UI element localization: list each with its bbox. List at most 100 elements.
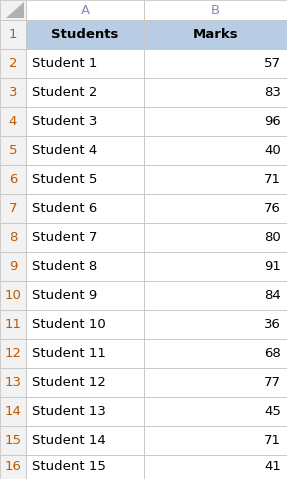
Bar	[0, 223, 26, 252]
Bar	[144, 49, 287, 78]
Text: 36: 36	[264, 318, 281, 331]
Text: 9: 9	[9, 260, 17, 273]
Bar	[144, 281, 287, 310]
Text: 96: 96	[264, 115, 281, 128]
Text: 6: 6	[9, 173, 17, 186]
Bar	[26, 78, 144, 107]
Bar	[0, 20, 26, 49]
Bar	[0, 281, 26, 310]
Text: Student 4: Student 4	[32, 144, 97, 157]
Bar	[26, 281, 144, 310]
Bar	[144, 339, 287, 368]
Bar	[26, 368, 144, 397]
Bar	[26, 49, 144, 78]
Bar	[26, 252, 144, 281]
Text: Student 15: Student 15	[32, 460, 106, 474]
Bar	[144, 426, 287, 455]
Text: Student 13: Student 13	[32, 405, 106, 418]
Polygon shape	[6, 2, 24, 18]
Text: 15: 15	[5, 434, 22, 447]
Bar	[0, 310, 26, 339]
Bar	[26, 0, 144, 20]
Bar	[0, 136, 26, 165]
Bar	[144, 20, 287, 49]
Text: 84: 84	[264, 289, 281, 302]
Bar	[144, 0, 287, 20]
Text: 5: 5	[9, 144, 17, 157]
Text: Students: Students	[51, 28, 119, 41]
Bar	[144, 107, 287, 136]
Bar	[0, 107, 26, 136]
Text: 45: 45	[264, 405, 281, 418]
Text: 71: 71	[264, 434, 281, 447]
Text: 14: 14	[5, 405, 22, 418]
Bar	[26, 310, 144, 339]
Text: Student 7: Student 7	[32, 231, 97, 244]
Text: 3: 3	[9, 86, 17, 99]
Text: Student 5: Student 5	[32, 173, 97, 186]
Text: Student 9: Student 9	[32, 289, 97, 302]
Bar	[26, 223, 144, 252]
Bar	[144, 455, 287, 479]
Text: 77: 77	[264, 376, 281, 389]
Bar	[0, 78, 26, 107]
Bar	[0, 426, 26, 455]
Text: B: B	[211, 3, 220, 16]
Text: 7: 7	[9, 202, 17, 215]
Bar	[144, 78, 287, 107]
Text: Marks: Marks	[193, 28, 238, 41]
Text: 10: 10	[5, 289, 22, 302]
Text: 41: 41	[264, 460, 281, 474]
Text: 80: 80	[264, 231, 281, 244]
Bar	[0, 455, 26, 479]
Text: 71: 71	[264, 173, 281, 186]
Bar	[26, 194, 144, 223]
Bar	[0, 165, 26, 194]
Bar	[144, 136, 287, 165]
Text: 40: 40	[264, 144, 281, 157]
Bar	[144, 368, 287, 397]
Bar	[0, 0, 26, 20]
Bar	[144, 194, 287, 223]
Bar	[26, 455, 144, 479]
Text: 91: 91	[264, 260, 281, 273]
Bar	[26, 426, 144, 455]
Text: 83: 83	[264, 86, 281, 99]
Bar	[0, 49, 26, 78]
Bar	[26, 107, 144, 136]
Bar	[26, 339, 144, 368]
Bar	[26, 136, 144, 165]
Text: 57: 57	[264, 57, 281, 70]
Text: 1: 1	[9, 28, 17, 41]
Text: 2: 2	[9, 57, 17, 70]
Text: Student 8: Student 8	[32, 260, 97, 273]
Bar	[26, 397, 144, 426]
Text: A: A	[80, 3, 90, 16]
Bar	[144, 165, 287, 194]
Text: Student 3: Student 3	[32, 115, 97, 128]
Text: Student 1: Student 1	[32, 57, 97, 70]
Text: 68: 68	[264, 347, 281, 360]
Bar	[26, 165, 144, 194]
Text: 16: 16	[5, 460, 22, 474]
Text: 4: 4	[9, 115, 17, 128]
Text: Student 11: Student 11	[32, 347, 106, 360]
Text: Student 14: Student 14	[32, 434, 106, 447]
Bar	[0, 397, 26, 426]
Text: 12: 12	[5, 347, 22, 360]
Bar	[144, 397, 287, 426]
Bar	[0, 252, 26, 281]
Text: 11: 11	[5, 318, 22, 331]
Bar	[144, 252, 287, 281]
Text: Student 10: Student 10	[32, 318, 106, 331]
Text: Student 12: Student 12	[32, 376, 106, 389]
Text: Student 2: Student 2	[32, 86, 97, 99]
Bar	[0, 194, 26, 223]
Bar	[26, 20, 144, 49]
Bar	[0, 368, 26, 397]
Bar	[0, 339, 26, 368]
Text: 76: 76	[264, 202, 281, 215]
Text: 13: 13	[5, 376, 22, 389]
Bar	[144, 223, 287, 252]
Text: Student 6: Student 6	[32, 202, 97, 215]
